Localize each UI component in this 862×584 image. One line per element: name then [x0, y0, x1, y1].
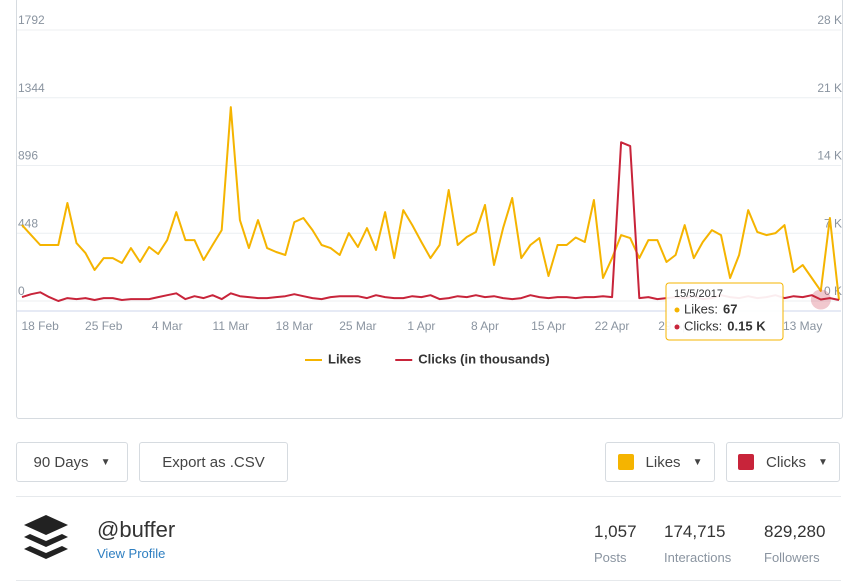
- y-tick-label: 1344: [18, 81, 45, 95]
- tooltip-value: 0.15 K: [727, 318, 766, 333]
- stat: 174,715 Interactions: [664, 522, 731, 565]
- x-tick-label: 25 Mar: [339, 319, 376, 333]
- legend-label: Clicks (in thousands): [418, 351, 549, 366]
- metric2-dropdown[interactable]: Clicks ▼: [726, 442, 840, 482]
- x-tick-label: 1 Apr: [407, 319, 435, 333]
- x-tick-label: 11 Mar: [213, 319, 249, 333]
- hover-marker: [810, 289, 831, 310]
- x-tick-label: 4 Mar: [152, 319, 183, 333]
- metric1-dropdown[interactable]: Likes ▼: [605, 442, 715, 482]
- y-tick-label: 1792: [18, 13, 45, 27]
- y2-tick-label: 21 K: [817, 81, 842, 95]
- tooltip-title: 15/5/2017: [674, 288, 723, 300]
- stat: 1,057 Posts: [594, 522, 637, 565]
- y2-tick-label: 7 K: [824, 216, 842, 230]
- tooltip-label: Clicks:: [684, 318, 722, 333]
- export-label: Export as .CSV: [162, 453, 265, 471]
- swatch: [738, 454, 755, 470]
- x-tick-label: 18 Mar: [276, 319, 313, 333]
- caret: ▼: [692, 456, 703, 468]
- x-tick-label: 18 Feb: [21, 319, 59, 333]
- chart-card: [16, 0, 843, 419]
- stat-value: 829,280: [764, 522, 826, 541]
- caret: ▼: [100, 456, 111, 468]
- series-line: [21, 141, 840, 302]
- tooltip-dot: [674, 307, 680, 313]
- y-tick-label: 896: [18, 149, 38, 163]
- x-tick-label: 25 Feb: [85, 319, 123, 333]
- x-tick-label: 15 Apr: [531, 319, 566, 333]
- y2-tick-label: 28 K: [817, 13, 842, 27]
- stat-label: Interactions: [664, 550, 732, 565]
- y-tick-label: 448: [18, 216, 38, 230]
- x-tick-label: 13 May: [783, 319, 822, 333]
- export-button[interactable]: Export as .CSV: [139, 442, 288, 482]
- swatch: [617, 454, 634, 470]
- tooltip-value: 67: [723, 301, 737, 316]
- tooltip-box: [665, 282, 784, 341]
- legend-label: Likes: [328, 351, 361, 366]
- range-label: 90 Days: [33, 453, 89, 471]
- profile-link[interactable]: View Profile: [97, 546, 166, 561]
- x-tick-label: 8 Apr: [471, 319, 499, 333]
- stat: 829,280 Followers: [764, 522, 825, 565]
- y2-tick-label: 14 K: [817, 149, 842, 163]
- metric2-label: Clicks: [766, 453, 807, 471]
- range-dropdown[interactable]: 90 Days ▼: [16, 442, 128, 482]
- tooltip-label: Likes:: [684, 301, 718, 316]
- x-tick-label: 22 Apr: [595, 319, 630, 333]
- handle: @buffer: [97, 517, 176, 542]
- divider: [16, 496, 841, 497]
- stat-label: Followers: [764, 550, 820, 565]
- divider: [16, 580, 841, 581]
- logo: [24, 515, 68, 559]
- stat-value: 1,057: [594, 522, 637, 541]
- stat-label: Posts: [594, 550, 627, 565]
- caret: ▼: [818, 456, 828, 468]
- series-line: [21, 106, 840, 301]
- metric1-label: Likes: [645, 453, 681, 471]
- stat-value: 174,715: [664, 522, 726, 541]
- tooltip-dot: [674, 324, 680, 330]
- y-tick-label: 0: [18, 284, 25, 298]
